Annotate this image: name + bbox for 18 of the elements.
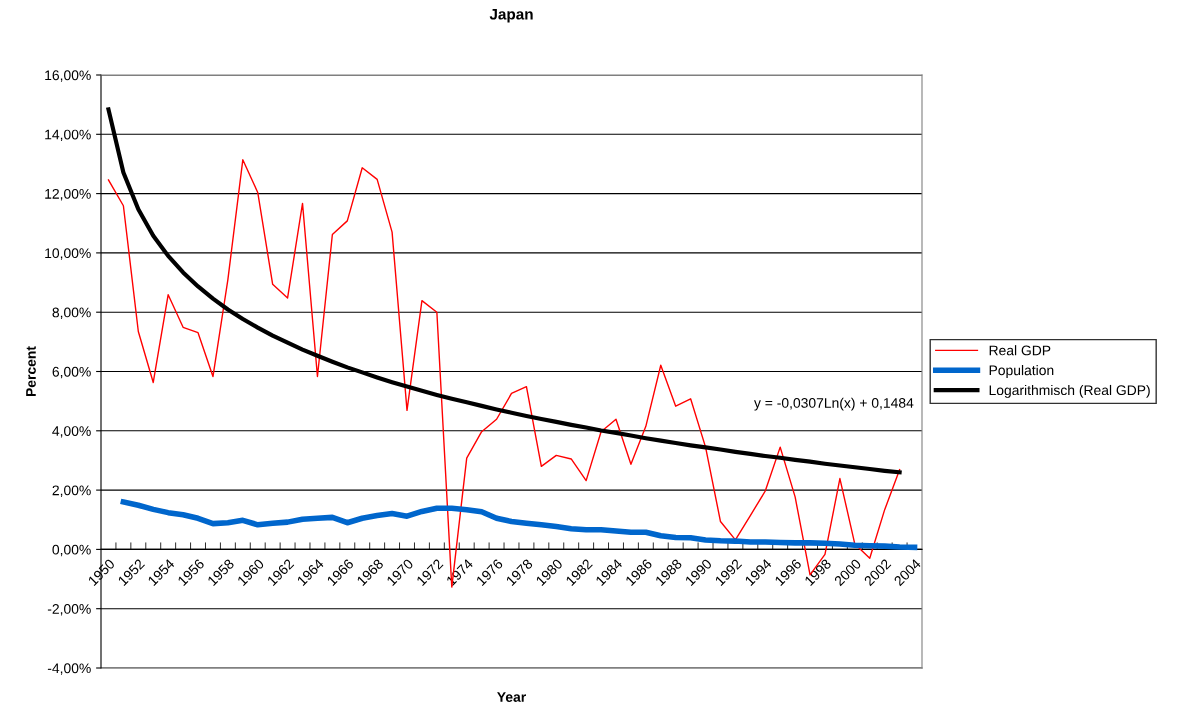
y-axis-title: Percent <box>26 346 36 397</box>
y-tick-label: 4,00% <box>52 426 91 438</box>
legend-label: Population <box>989 365 1054 378</box>
y-tick-label: 0,00% <box>52 544 91 557</box>
y-tick-label: 2,00% <box>52 485 91 497</box>
y-tick-label: -2,00% <box>47 604 91 616</box>
chart-title: Japan <box>489 8 533 23</box>
y-tick-label: -4,00% <box>47 663 91 675</box>
y-tick-label: 8,00% <box>52 307 91 320</box>
legend-label: Real GDP <box>989 345 1051 356</box>
annotation: y = -0,0307Ln(x) + 0,1484 <box>754 397 914 411</box>
y-tick-label: 16,00% <box>45 70 91 82</box>
y-tick-label: 6,00% <box>52 366 91 379</box>
y-tick-label: 10,00% <box>45 248 91 260</box>
legend-label: Logarithmisch (Real GDP) <box>989 384 1150 398</box>
y-tick-label: 14,00% <box>45 129 91 142</box>
y-tick-label: 12,00% <box>45 188 91 201</box>
x-axis-title: Year <box>497 692 526 702</box>
